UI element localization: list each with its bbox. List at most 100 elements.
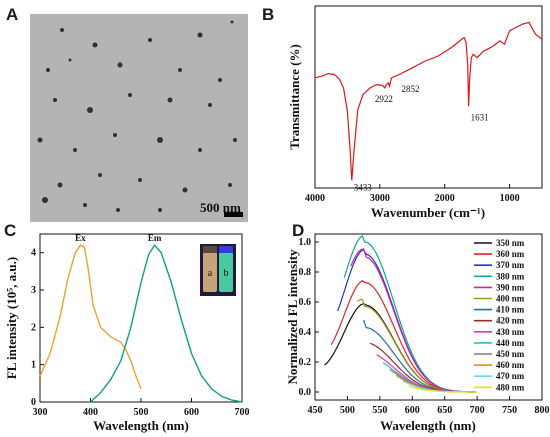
normfl-x-tick-label: 500 — [340, 405, 355, 416]
nanoparticle — [138, 178, 142, 182]
exem-series-label: Ex — [75, 233, 86, 243]
normfl-y-tick-label: 0.6 — [299, 297, 312, 308]
normfl-legend-label: 470 nm — [496, 371, 525, 381]
normfl-legend-label: 420 nm — [496, 316, 525, 326]
exem-y-tick-label: 2 — [31, 322, 36, 333]
panel-d-letter: D — [292, 221, 304, 240]
normfl-legend-label: 370 nm — [496, 260, 525, 270]
exem-series-labels: Ex Em — [75, 233, 162, 243]
nanoparticle — [233, 138, 237, 142]
nanoparticle — [92, 42, 98, 48]
ftir-peak-labels: 3433 2922 2852 1631 — [354, 84, 489, 192]
exem-x-tick-label: 600 — [184, 407, 199, 418]
normfl-x-axis-label: Wavelength (nm) — [380, 418, 476, 433]
panel-b: B 4000 3000 2000 1000 3433 2922 2852 1631 Wave… — [262, 5, 543, 220]
nanoparticle — [117, 62, 123, 68]
normfl-x-tick-label: 600 — [405, 405, 420, 416]
nanoparticle — [87, 107, 93, 113]
nanoparticle — [182, 187, 188, 193]
normfl-legend-label: 450 nm — [496, 349, 525, 359]
panel-c: C 300 400 500 600 700 0 1 2 3 4 Ex Em a b Waveleng… — [4, 221, 250, 433]
normfl-series-line — [369, 342, 477, 393]
nanoparticles — [37, 20, 237, 212]
exem-y-tick-label: 4 — [31, 248, 36, 259]
vial-a-label: a — [208, 268, 213, 279]
exem-x-tick-label: 700 — [235, 407, 250, 418]
ftir-peak-label: 2922 — [375, 94, 393, 104]
normfl-series-line — [337, 249, 476, 393]
normfl-legend-label: 440 nm — [496, 338, 525, 348]
nanoparticle — [167, 97, 173, 103]
nanoparticle — [158, 208, 162, 212]
normfl-x-tick-label: 700 — [470, 405, 485, 416]
nanoparticle — [157, 137, 163, 143]
exem-ticks: 300 400 500 600 700 0 1 2 3 4 — [31, 248, 250, 418]
normfl-legend-label: 390 nm — [496, 282, 525, 292]
exem-x-axis-label: Wavelength (nm) — [93, 418, 189, 433]
scale-bar — [224, 212, 243, 217]
exem-lines — [39, 244, 243, 403]
panel-b-letter: B — [262, 5, 274, 24]
normfl-x-tick-label: 450 — [308, 405, 323, 416]
panel-a-letter: A — [6, 5, 18, 24]
nanoparticle — [42, 197, 48, 203]
normfl-y-tick-label: 1.0 — [299, 237, 312, 248]
normfl-legend-label: 410 nm — [496, 305, 525, 315]
exem-y-tick-label: 0 — [31, 397, 36, 408]
normfl-legend-label: 400 nm — [496, 294, 525, 304]
ftir-frame — [314, 5, 543, 189]
exem-y-tick-label: 1 — [31, 360, 36, 371]
nanoparticle — [57, 182, 63, 188]
exem-x-tick-label: 300 — [33, 407, 48, 418]
nanoparticle — [178, 68, 182, 72]
nanoparticle — [73, 148, 77, 152]
normfl-series-line — [363, 319, 476, 393]
nanoparticle — [218, 78, 222, 82]
nanoparticle — [60, 28, 64, 32]
nanoparticle — [98, 173, 102, 177]
normfl-y-tick-label: 0.8 — [299, 267, 312, 278]
vial-b-uv — [219, 252, 233, 292]
exem-series-line — [39, 244, 142, 390]
ftir-x-tick-label: 3000 — [370, 193, 390, 204]
vial-a-daylight — [203, 252, 217, 292]
normfl-legend-label: 430 nm — [496, 327, 525, 337]
ftir-x-ticks: 4000 3000 2000 1000 — [305, 184, 520, 204]
normfl-frame — [314, 233, 543, 401]
tem-image — [30, 14, 248, 222]
vial-b-cap — [219, 246, 233, 253]
normfl-lines — [324, 235, 477, 393]
normfl-x-tick-label: 650 — [437, 405, 452, 416]
normfl-legend-label: 380 nm — [496, 271, 525, 281]
ftir-x-tick-label: 2000 — [435, 193, 455, 204]
exem-series-line — [90, 244, 243, 403]
nanoparticle — [116, 208, 120, 212]
exem-series-label: Em — [148, 233, 162, 243]
panel-c-letter: C — [4, 221, 16, 240]
normfl-y-tick-label: 0.2 — [299, 357, 312, 368]
vial-inset-photo: a b — [200, 244, 236, 296]
ftir-y-axis-label: Transmittance (%) — [287, 44, 302, 150]
normfl-y-tick-label: 0.0 — [299, 387, 312, 398]
normfl-legend-label: 480 nm — [496, 382, 525, 392]
normfl-x-tick-label: 800 — [535, 405, 550, 416]
panel-d: D 450 500 550 600 650 700 750 800 0.0 0.2 0.4 0.6 0.… — [285, 221, 550, 433]
ftir-spectrum-line — [314, 21, 543, 181]
ftir-x-axis-label: Wavenumber (cm⁻¹) — [371, 205, 485, 220]
normfl-series-line — [408, 385, 477, 393]
exem-x-tick-label: 500 — [134, 407, 149, 418]
nanoparticle — [198, 148, 202, 152]
exem-x-tick-label: 400 — [83, 407, 98, 418]
nanoparticle — [230, 20, 234, 24]
normfl-x-tick-label: 750 — [502, 405, 517, 416]
nanoparticle — [148, 38, 152, 42]
panel-a: A 500 nm — [6, 5, 248, 222]
nanoparticle — [113, 133, 117, 137]
ftir-x-tick-label: 1000 — [500, 193, 520, 204]
exem-y-axis-label: FL intensity (10⁵, a.u.) — [4, 257, 19, 379]
vial-a-cap — [203, 246, 217, 253]
ftir-peak-label: 1631 — [471, 112, 489, 122]
normfl-series-line — [324, 303, 476, 393]
